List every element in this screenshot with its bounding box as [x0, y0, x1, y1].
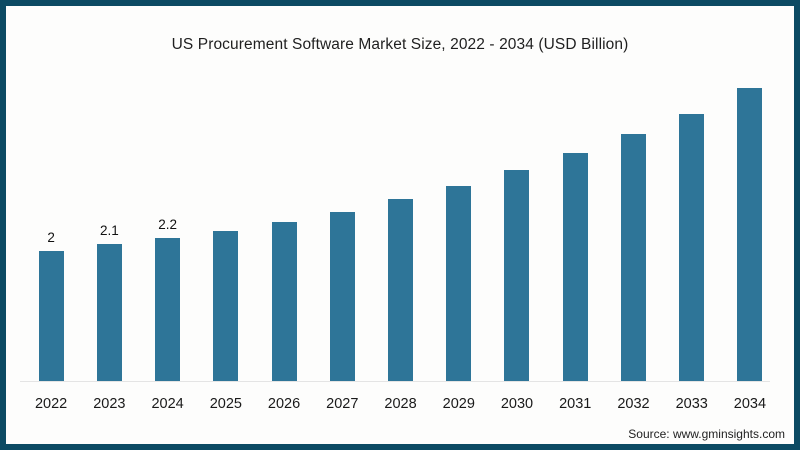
- x-axis-tick-label: 2026: [267, 396, 301, 412]
- bar-column: [313, 212, 371, 381]
- bar: [96, 244, 122, 381]
- bar-column: [663, 114, 721, 381]
- bar-value-label: 2.2: [158, 216, 177, 232]
- bar-column: [604, 134, 662, 381]
- bar-column: [255, 222, 313, 381]
- x-axis-tick-label: 2024: [151, 396, 184, 412]
- bar: [213, 231, 239, 381]
- x-axis-line: [20, 381, 770, 382]
- bar-column: [546, 153, 604, 381]
- x-axis-tick-label: 2022: [34, 396, 68, 412]
- x-axis-tick-label: 2029: [442, 396, 475, 412]
- bar: [620, 134, 646, 381]
- bar: [504, 170, 530, 381]
- source-label: Source: www.gminsights.com: [628, 427, 785, 441]
- x-axis-tick-label: 2027: [326, 396, 359, 412]
- bar-column: [371, 199, 429, 381]
- bar-value-label: 2.1: [99, 222, 119, 238]
- bar: [737, 88, 763, 381]
- x-axis-tick-label: 2031: [559, 396, 592, 412]
- bar-column: 2: [22, 229, 80, 381]
- bar-column: [721, 88, 779, 381]
- chart-title: US Procurement Software Market Size, 202…: [171, 36, 629, 53]
- bar: [679, 114, 705, 381]
- bar-column: [488, 170, 546, 381]
- x-axis-labels: 2022 2023 2024 2025 2026 2027 2028 2029 2030 2031…: [22, 396, 779, 412]
- x-axis-tick-label: 2030: [500, 396, 534, 412]
- bar-column: 2.2: [138, 216, 196, 381]
- bar: [38, 251, 64, 381]
- bar: [271, 222, 297, 381]
- bar-value-label: 2: [47, 229, 55, 245]
- bar-column: [430, 186, 488, 381]
- x-axis-tick-label: 2034: [733, 396, 767, 412]
- x-axis-tick-label: 2023: [93, 396, 126, 412]
- x-axis-tick-label: 2032: [617, 396, 650, 412]
- bar: [155, 238, 181, 381]
- bar-column: 2.1: [80, 222, 138, 381]
- bar-column: [197, 231, 255, 381]
- bar: [388, 199, 414, 381]
- x-axis-tick-label: 2033: [675, 396, 708, 412]
- x-axis-tick-label: 2025: [209, 396, 242, 412]
- bar: [562, 153, 588, 381]
- bar: [329, 212, 355, 381]
- x-axis-tick-label: 2028: [384, 396, 417, 412]
- bar: [446, 186, 472, 381]
- plot-area: 2 2.1 2.2: [22, 81, 779, 381]
